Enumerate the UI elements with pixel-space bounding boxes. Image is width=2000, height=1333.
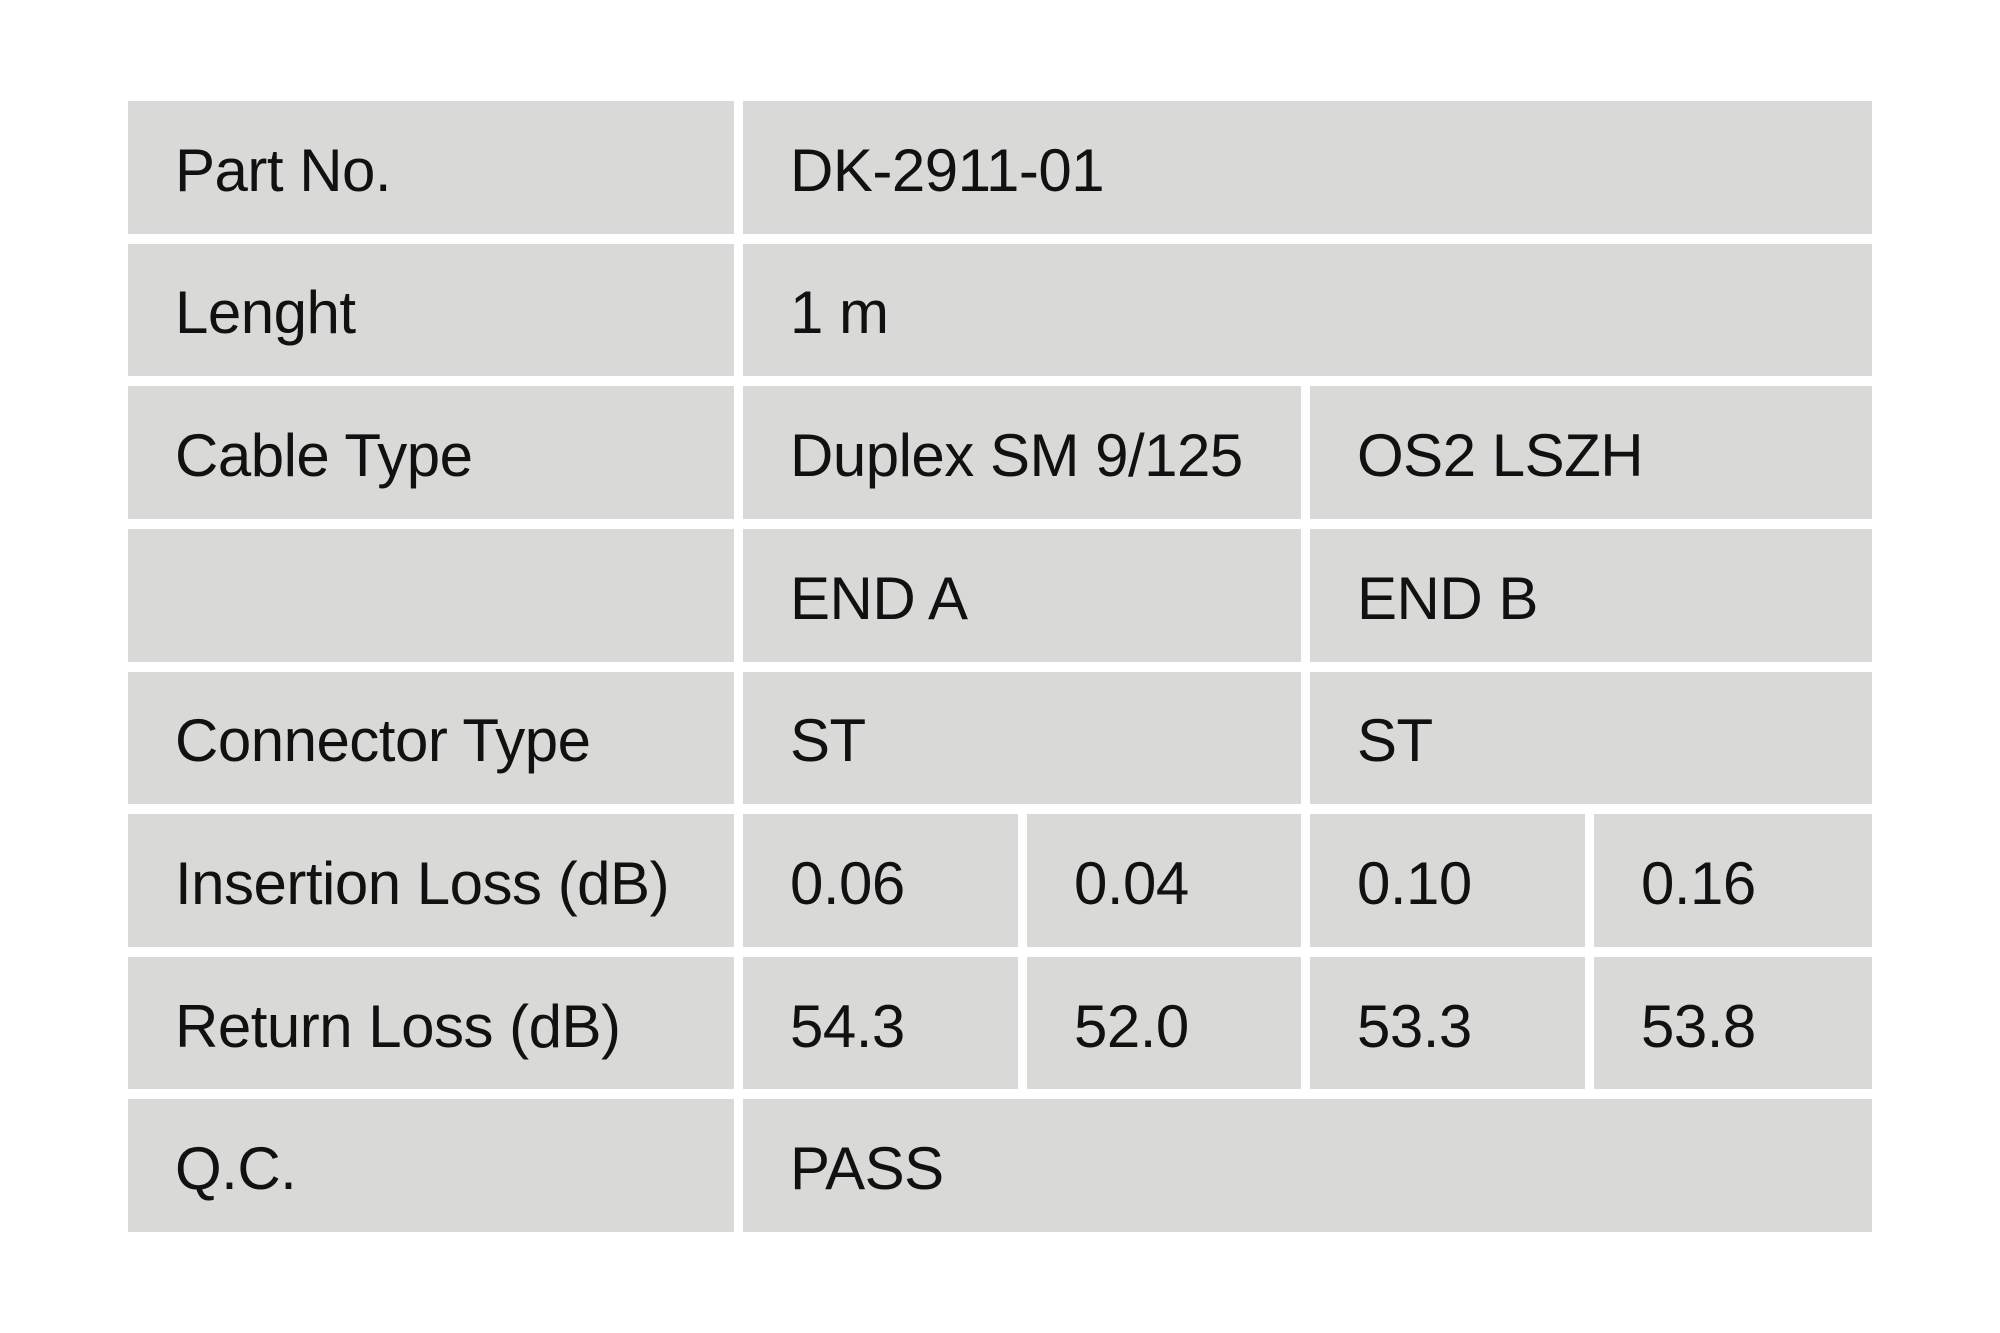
value-cell: 0.16 [1594, 814, 1872, 947]
value-cell: ST [743, 671, 1301, 805]
row-label-cell: Lenght [128, 243, 734, 377]
value-cell: 0.06 [743, 814, 1018, 947]
value-cell: 52.0 [1027, 956, 1301, 1090]
value-cell: PASS [743, 1099, 1872, 1232]
value-cell: DK-2911-01 [743, 101, 1872, 234]
value-cell: ST [1310, 671, 1872, 805]
value-cell: 53.3 [1310, 956, 1585, 1090]
value-cell: 53.8 [1594, 956, 1872, 1090]
value-cell: 54.3 [743, 956, 1018, 1090]
row-label-cell: Insertion Loss (dB) [128, 814, 734, 947]
value-cell: 0.10 [1310, 814, 1585, 947]
value-cell: 1 m [743, 243, 1872, 377]
spec-table: Part No. DK-2911-01 Lenght 1 m Cable Type Dup… [128, 101, 1872, 1232]
value-cell: END B [1310, 528, 1872, 662]
row-label-cell [128, 528, 734, 662]
row-label-cell: Return Loss (dB) [128, 956, 734, 1090]
value-cell: END A [743, 528, 1301, 662]
value-cell: 0.04 [1027, 814, 1301, 947]
row-label-cell: Q.C. [128, 1099, 734, 1232]
row-label-cell: Part No. [128, 101, 734, 234]
value-cell: OS2 LSZH [1310, 386, 1872, 519]
row-label-cell: Connector Type [128, 671, 734, 805]
value-cell: Duplex SM 9/125 [743, 386, 1301, 519]
row-label-cell: Cable Type [128, 386, 734, 519]
